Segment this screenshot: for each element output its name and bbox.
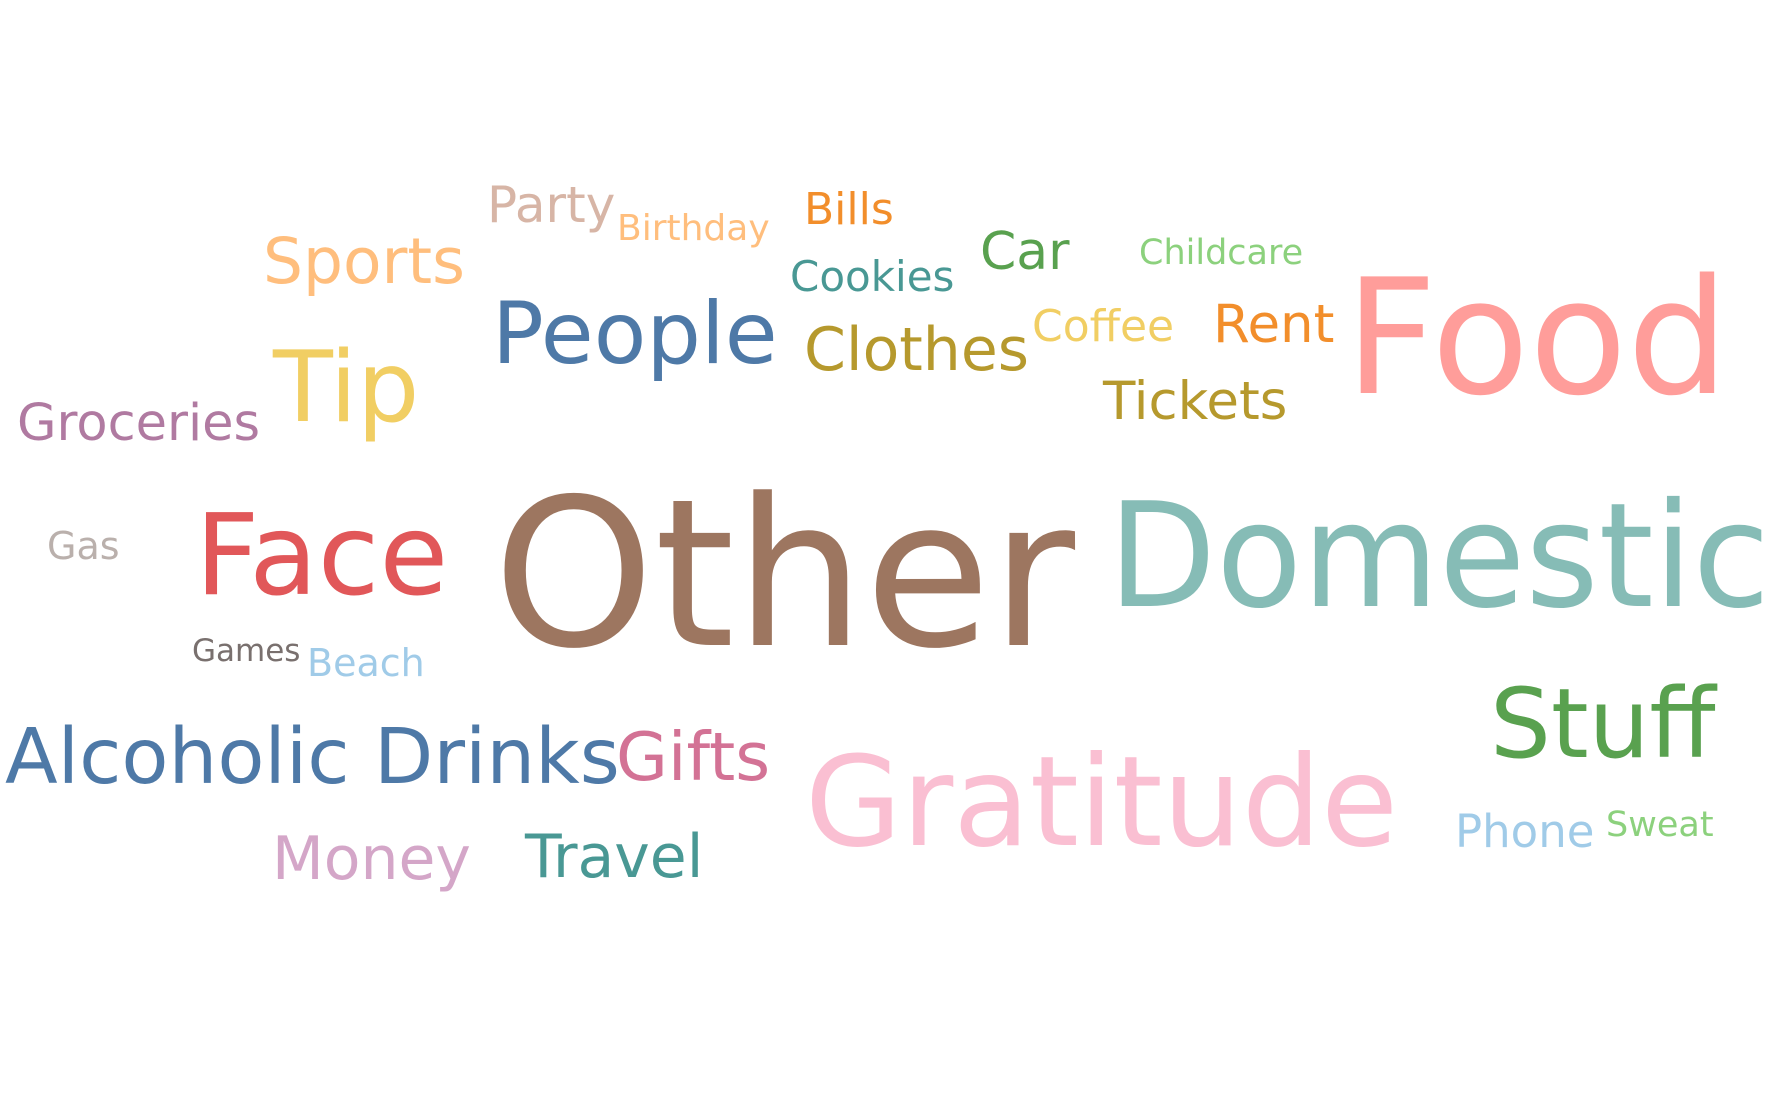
word-clothes: Clothes: [804, 315, 1029, 385]
word-domestic: Domestic: [1108, 472, 1770, 641]
word-money: Money: [272, 824, 471, 894]
word-travel: Travel: [524, 822, 703, 892]
word-birthday: Birthday: [617, 208, 770, 249]
word-games: Games: [192, 633, 300, 669]
word-bills: Bills: [804, 184, 894, 235]
word-gas: Gas: [47, 524, 120, 568]
word-rent: Rent: [1213, 294, 1334, 355]
word-beach: Beach: [307, 641, 425, 685]
word-car: Car: [980, 222, 1070, 282]
word-food: Food: [1345, 244, 1729, 431]
word-groceries: Groceries: [17, 394, 260, 453]
word-alcoholic-drinks: Alcoholic Drinks: [5, 713, 620, 802]
word-other: Other: [493, 456, 1076, 694]
word-childcare: Childcare: [1139, 233, 1303, 273]
word-coffee: Coffee: [1032, 301, 1174, 352]
word-phone: Phone: [1455, 805, 1594, 858]
word-gifts: Gifts: [616, 718, 770, 796]
word-face: Face: [195, 491, 448, 621]
word-tip: Tip: [272, 331, 419, 445]
word-tickets: Tickets: [1102, 371, 1287, 432]
word-people: People: [492, 284, 778, 384]
word-party: Party: [487, 176, 615, 234]
word-cookies: Cookies: [790, 252, 954, 301]
word-sweat: Sweat: [1606, 805, 1714, 845]
word-gratitude: Gratitude: [805, 730, 1398, 875]
word-sports: Sports: [263, 225, 465, 298]
word-stuff: Stuff: [1490, 668, 1717, 780]
